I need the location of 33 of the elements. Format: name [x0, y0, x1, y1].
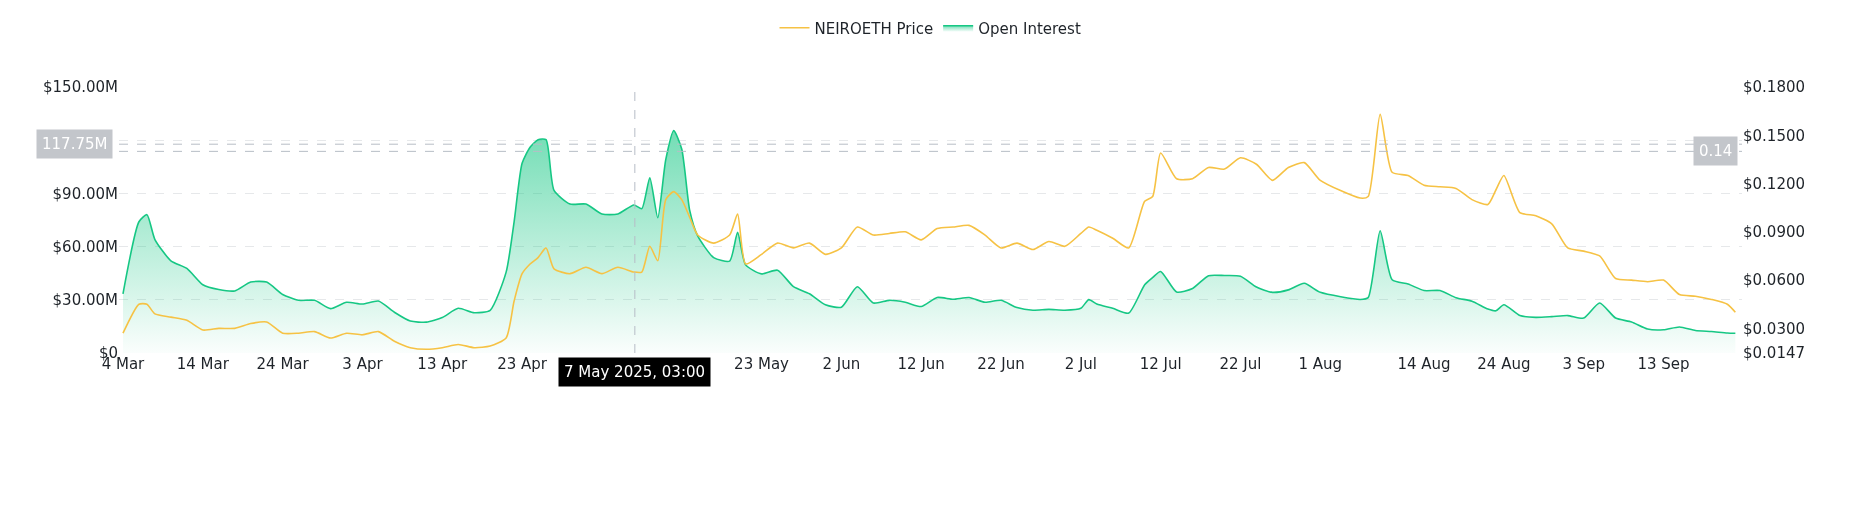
y2-tick-label: $0.0600: [1743, 271, 1806, 290]
x-tick-label: 14 Mar: [176, 355, 230, 373]
x-tick-label: 24 Mar: [256, 355, 310, 373]
legend-label: NEIROETH Price: [814, 19, 934, 38]
x-tick-label: 23 May: [734, 355, 790, 373]
y2-tick-label: $0.0300: [1743, 319, 1806, 338]
y-tick-label: $30.00M: [52, 291, 118, 310]
y2-tick-label: $0.0900: [1743, 223, 1806, 242]
x-tick-label: 1 Aug: [1298, 355, 1343, 373]
x-tick-label: 13 Apr: [417, 355, 468, 373]
y2-tick-label: $0.0147: [1743, 344, 1806, 363]
ref-line-label: 0.14: [1699, 142, 1733, 160]
x-tick-label: 2 Jul: [1064, 355, 1098, 373]
y2-tick-label: $0.1500: [1743, 126, 1806, 145]
x-tick-label: 23 Apr: [497, 355, 548, 373]
legend-label: Open Interest: [978, 19, 1081, 38]
ref-line-label: 117.75M: [42, 135, 108, 153]
x-tick-label: 24 Aug: [1477, 355, 1531, 373]
x-tick-label: 12 Jun: [897, 355, 945, 373]
x-tick-label: 3 Apr: [342, 355, 384, 373]
x-tick-label: 12 Jul: [1139, 355, 1182, 373]
y2-tick-label: $0.1800: [1743, 78, 1806, 97]
ref-line-label: 7 May 2025, 03:00: [564, 363, 706, 381]
x-tick-label: 22 Jul: [1219, 355, 1262, 373]
y2-tick-label: $0.1200: [1743, 174, 1806, 193]
x-tick-label: 22 Jun: [977, 355, 1025, 373]
y-tick-label: $60.00M: [52, 237, 118, 256]
x-tick-label: 13 Sep: [1637, 355, 1690, 373]
x-tick-label: 14 Aug: [1397, 355, 1451, 373]
x-tick-label: 2 Jun: [822, 355, 861, 373]
y-tick-label: $150.00M: [43, 78, 118, 97]
y-tick-label: $90.00M: [52, 184, 118, 203]
x-tick-label: 3 Sep: [1562, 355, 1605, 373]
